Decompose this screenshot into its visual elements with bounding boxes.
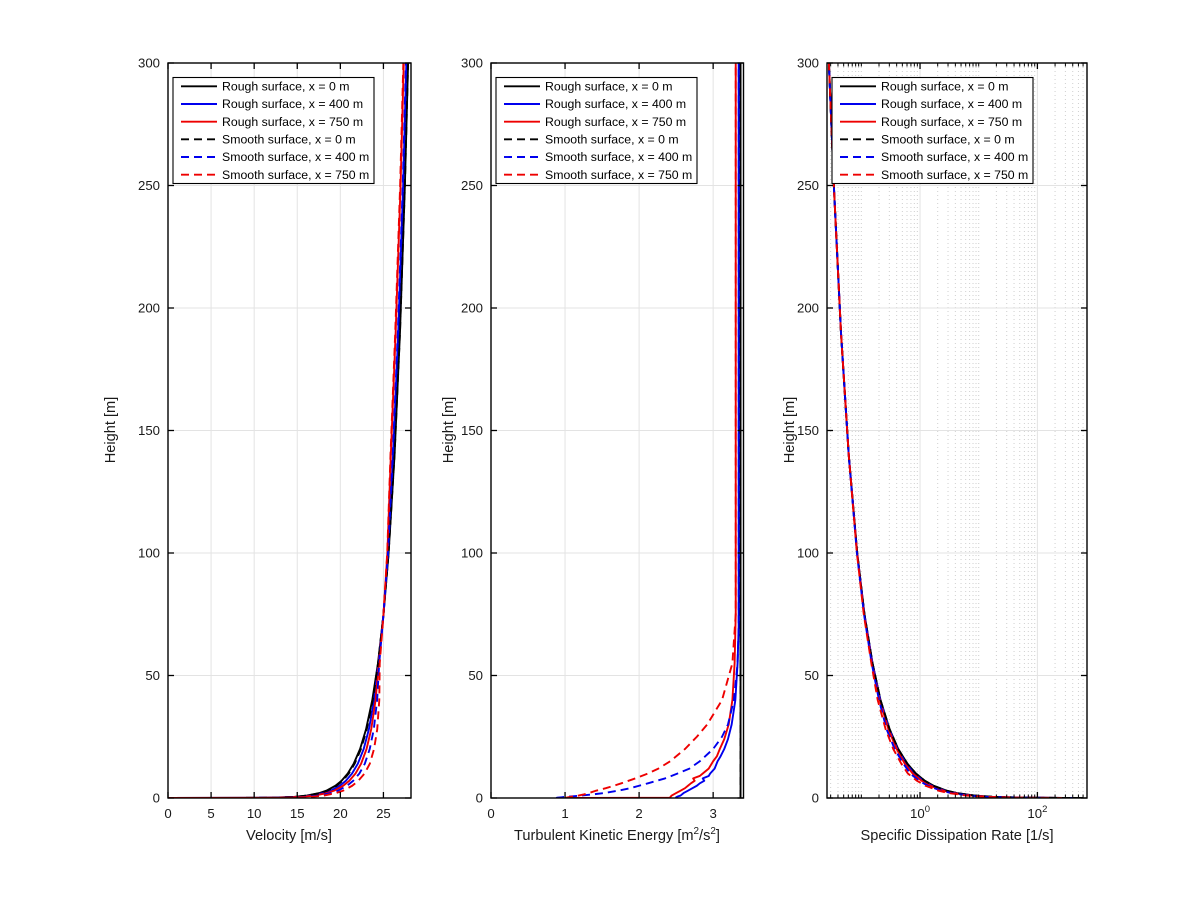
x-tick-label: 100 [910,804,930,821]
x-tick-label: 102 [1027,804,1047,821]
y-tick-label: 300 [138,56,160,71]
y-tick-label: 50 [468,668,483,683]
y-tick-label: 300 [461,56,483,71]
y-tick-label: 150 [461,423,483,438]
y-axis-label-sdr: Height [m] [782,396,798,464]
legend-label: Rough surface, x = 750 m [881,115,1022,129]
y-tick-label: 150 [797,423,819,438]
x-tick-label: 25 [376,806,391,821]
y-tick-label: 100 [797,546,819,561]
x-tick-label: 10 [247,806,262,821]
y-tick-label: 200 [797,301,819,316]
legend-box [172,76,375,185]
legend-label: Smooth surface, x = 0 m [545,133,679,147]
y-tick-label: 250 [461,178,483,193]
curve-rough-surface-x-750-m [565,63,737,798]
x-tick-label: 5 [207,806,214,821]
y-tick-label: 200 [461,301,483,316]
y-tick-label: 100 [461,546,483,561]
legend-label: Rough surface, x = 400 m [881,97,1022,111]
legend-label: Smooth surface, x = 750 m [545,168,692,182]
y-tick-label: 0 [812,791,819,806]
x-tick-label: 3 [709,806,716,821]
legend-box [495,76,698,185]
curve-rough-surface-x-400-m [675,63,740,798]
legend-label: Rough surface, x = 0 m [222,80,349,94]
legend-label: Smooth surface, x = 750 m [881,168,1028,182]
legend: Rough surface, x = 0 m Rough surface, x =… [831,76,1034,185]
y-tick-label: 250 [797,178,819,193]
y-tick-label: 0 [153,791,160,806]
legend-label: Rough surface, x = 400 m [545,97,686,111]
legend-label: Smooth surface, x = 0 m [881,133,1015,147]
curve-smooth-surface-x-400-m [827,63,1046,798]
legend: Rough surface, x = 0 m Rough surface, x =… [172,76,375,185]
y-tick-label: 150 [138,423,160,438]
y-tick-label: 50 [804,668,819,683]
y-tick-label: 100 [138,546,160,561]
x-axis-label-sdr: Specific Dissipation Rate [1/s] [860,828,1054,844]
y-tick-label: 50 [145,668,160,683]
legend-label: Rough surface, x = 0 m [545,80,672,94]
x-tick-label: 20 [333,806,348,821]
y-tick-label: 250 [138,178,160,193]
legend-label: Smooth surface, x = 400 m [545,150,692,164]
legend-label: Rough surface, x = 400 m [222,97,363,111]
y-axis-label-tke: Height [m] [441,396,457,464]
x-tick-label: 0 [164,806,171,821]
legend-label: Smooth surface, x = 400 m [222,150,369,164]
legend-box [831,76,1034,185]
legend-label: Smooth surface, x = 400 m [881,150,1028,164]
legend-label: Rough surface, x = 750 m [545,115,686,129]
curve-smooth-surface-x-750-m [564,63,737,798]
y-tick-label: 300 [797,56,819,71]
y-tick-label: 200 [138,301,160,316]
x-tick-label: 15 [290,806,305,821]
sdr-chart: 100 102 0 50 100 150 200 250 300 Rough surface, x… [797,56,1088,821]
legend-label: Smooth surface, x = 0 m [222,133,356,147]
y-axis-label-velocity: Height [m] [103,396,119,464]
x-axis-label-tke: Turbulent Kinetic Energy [m2/s2] [514,826,720,844]
legend-label: Smooth surface, x = 750 m [222,168,369,182]
tke-chart: 0 1 2 3 0 50 100 150 200 250 300 Rough surface, x =… [461,56,745,821]
x-tick-label: 2 [635,806,642,821]
legend-label: Rough surface, x = 750 m [222,115,363,129]
legend-label: Rough surface, x = 0 m [881,80,1008,94]
x-tick-label: 1 [561,806,568,821]
legend: Rough surface, x = 0 m Rough surface, x =… [495,76,698,185]
curve-smooth-surface-x-750-m [168,63,405,798]
y-tick-label: 0 [476,791,483,806]
x-axis-label-velocity: Velocity [m/s] [246,828,332,844]
x-tick-label: 0 [487,806,494,821]
